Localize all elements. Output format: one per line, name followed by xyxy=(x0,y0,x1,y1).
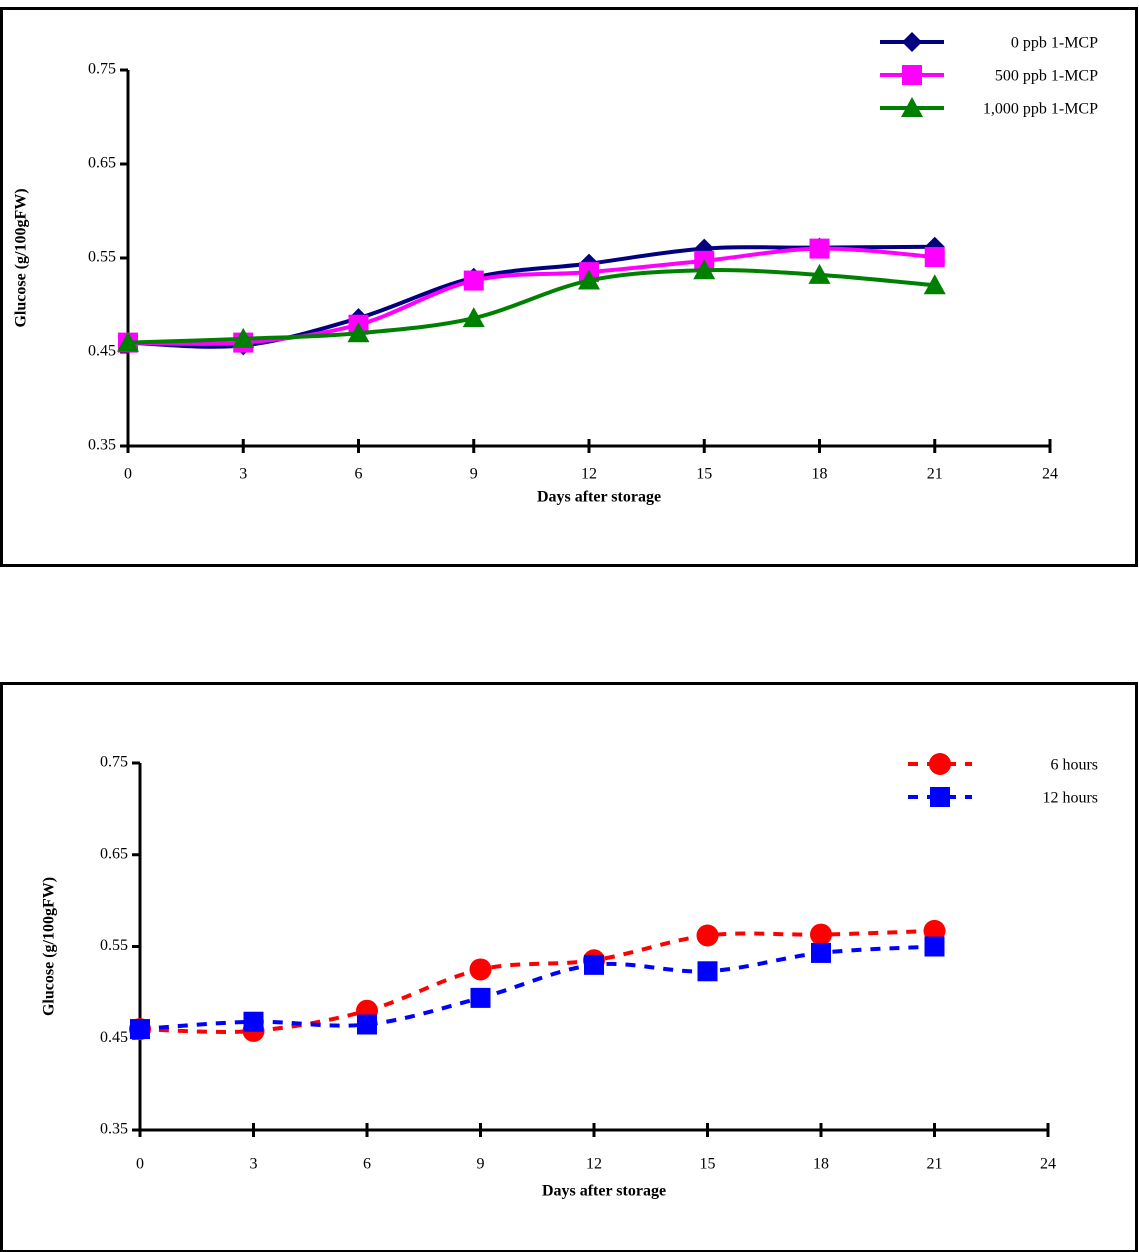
marker xyxy=(469,958,492,981)
series-line xyxy=(127,268,935,345)
legend-label: 12 hours xyxy=(1042,790,1098,807)
series-line xyxy=(127,244,935,349)
x-tick-label: 9 xyxy=(470,466,478,483)
x-tick-label: 0 xyxy=(124,466,132,483)
y-tick-label: 0.55 xyxy=(88,249,116,266)
marker xyxy=(243,1011,264,1032)
x-tick-label: 21 xyxy=(927,466,943,483)
x-tick-label: 3 xyxy=(250,1156,258,1173)
x-tick-label: 21 xyxy=(927,1156,943,1173)
x-tick-label: 6 xyxy=(355,466,363,483)
x-tick-label: 12 xyxy=(581,466,597,483)
marker xyxy=(693,259,716,280)
marker xyxy=(232,327,255,348)
x-tick-label: 18 xyxy=(813,1156,829,1173)
marker xyxy=(902,32,922,52)
marker xyxy=(810,923,832,946)
y-tick-label: 0.35 xyxy=(100,1121,128,1138)
marker xyxy=(809,238,830,259)
x-tick-label: 3 xyxy=(239,466,247,483)
series-line xyxy=(139,944,935,1032)
marker xyxy=(923,274,946,295)
marker xyxy=(901,97,923,117)
marker xyxy=(923,919,946,942)
y-tick-label: 0.75 xyxy=(100,754,128,771)
y-axis-title: Glucose (g/100gFW) xyxy=(41,877,58,1016)
marker xyxy=(808,263,831,284)
x-tick-label: 15 xyxy=(700,1156,716,1173)
y-tick-label: 0.55 xyxy=(100,937,128,954)
marker xyxy=(924,247,945,268)
marker xyxy=(578,269,600,290)
x-tick-label: 12 xyxy=(586,1156,602,1173)
marker xyxy=(924,936,945,957)
y-tick-label: 0.75 xyxy=(88,61,116,78)
legend-label: 1,000 ppb 1-MCP xyxy=(983,101,1098,118)
marker xyxy=(584,954,604,975)
y-tick-label: 0.65 xyxy=(100,845,128,862)
marker xyxy=(697,961,718,982)
marker xyxy=(930,787,950,807)
marker xyxy=(462,307,485,328)
x-tick-label: 6 xyxy=(363,1156,371,1173)
marker xyxy=(357,1014,377,1035)
x-tick-label: 24 xyxy=(1040,1156,1056,1173)
x-tick-label: 9 xyxy=(477,1156,485,1173)
marker xyxy=(463,270,484,291)
y-tick-label: 0.45 xyxy=(100,1029,128,1046)
frame xyxy=(0,682,1138,1252)
y-tick-label: 0.45 xyxy=(88,343,116,360)
series-line xyxy=(127,246,935,346)
legend-label: 6 hours xyxy=(1050,757,1098,774)
marker xyxy=(811,942,831,963)
y-tick-label: 0.35 xyxy=(88,437,116,454)
marker xyxy=(470,987,491,1008)
marker xyxy=(347,322,370,343)
marker xyxy=(696,924,719,947)
x-tick-label: 18 xyxy=(812,466,828,483)
x-tick-label: 0 xyxy=(136,1156,144,1173)
y-axis-title: Glucose (g/100gFW) xyxy=(13,188,30,327)
marker xyxy=(117,331,139,352)
marker xyxy=(902,65,922,85)
marker xyxy=(929,753,951,775)
y-tick-label: 0.65 xyxy=(88,155,116,172)
legend-label: 500 ppb 1-MCP xyxy=(995,68,1098,85)
x-axis-title: Days after storage xyxy=(537,489,661,506)
legend-label: 0 ppb 1-MCP xyxy=(1011,35,1098,52)
x-axis-title: Days after storage xyxy=(542,1183,666,1200)
x-tick-label: 15 xyxy=(696,466,712,483)
frame xyxy=(0,7,1138,567)
x-tick-label: 24 xyxy=(1042,466,1058,483)
marker xyxy=(130,1019,150,1040)
series-line xyxy=(139,928,935,1034)
